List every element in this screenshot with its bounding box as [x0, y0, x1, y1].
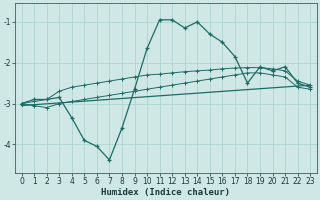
- X-axis label: Humidex (Indice chaleur): Humidex (Indice chaleur): [101, 188, 230, 197]
